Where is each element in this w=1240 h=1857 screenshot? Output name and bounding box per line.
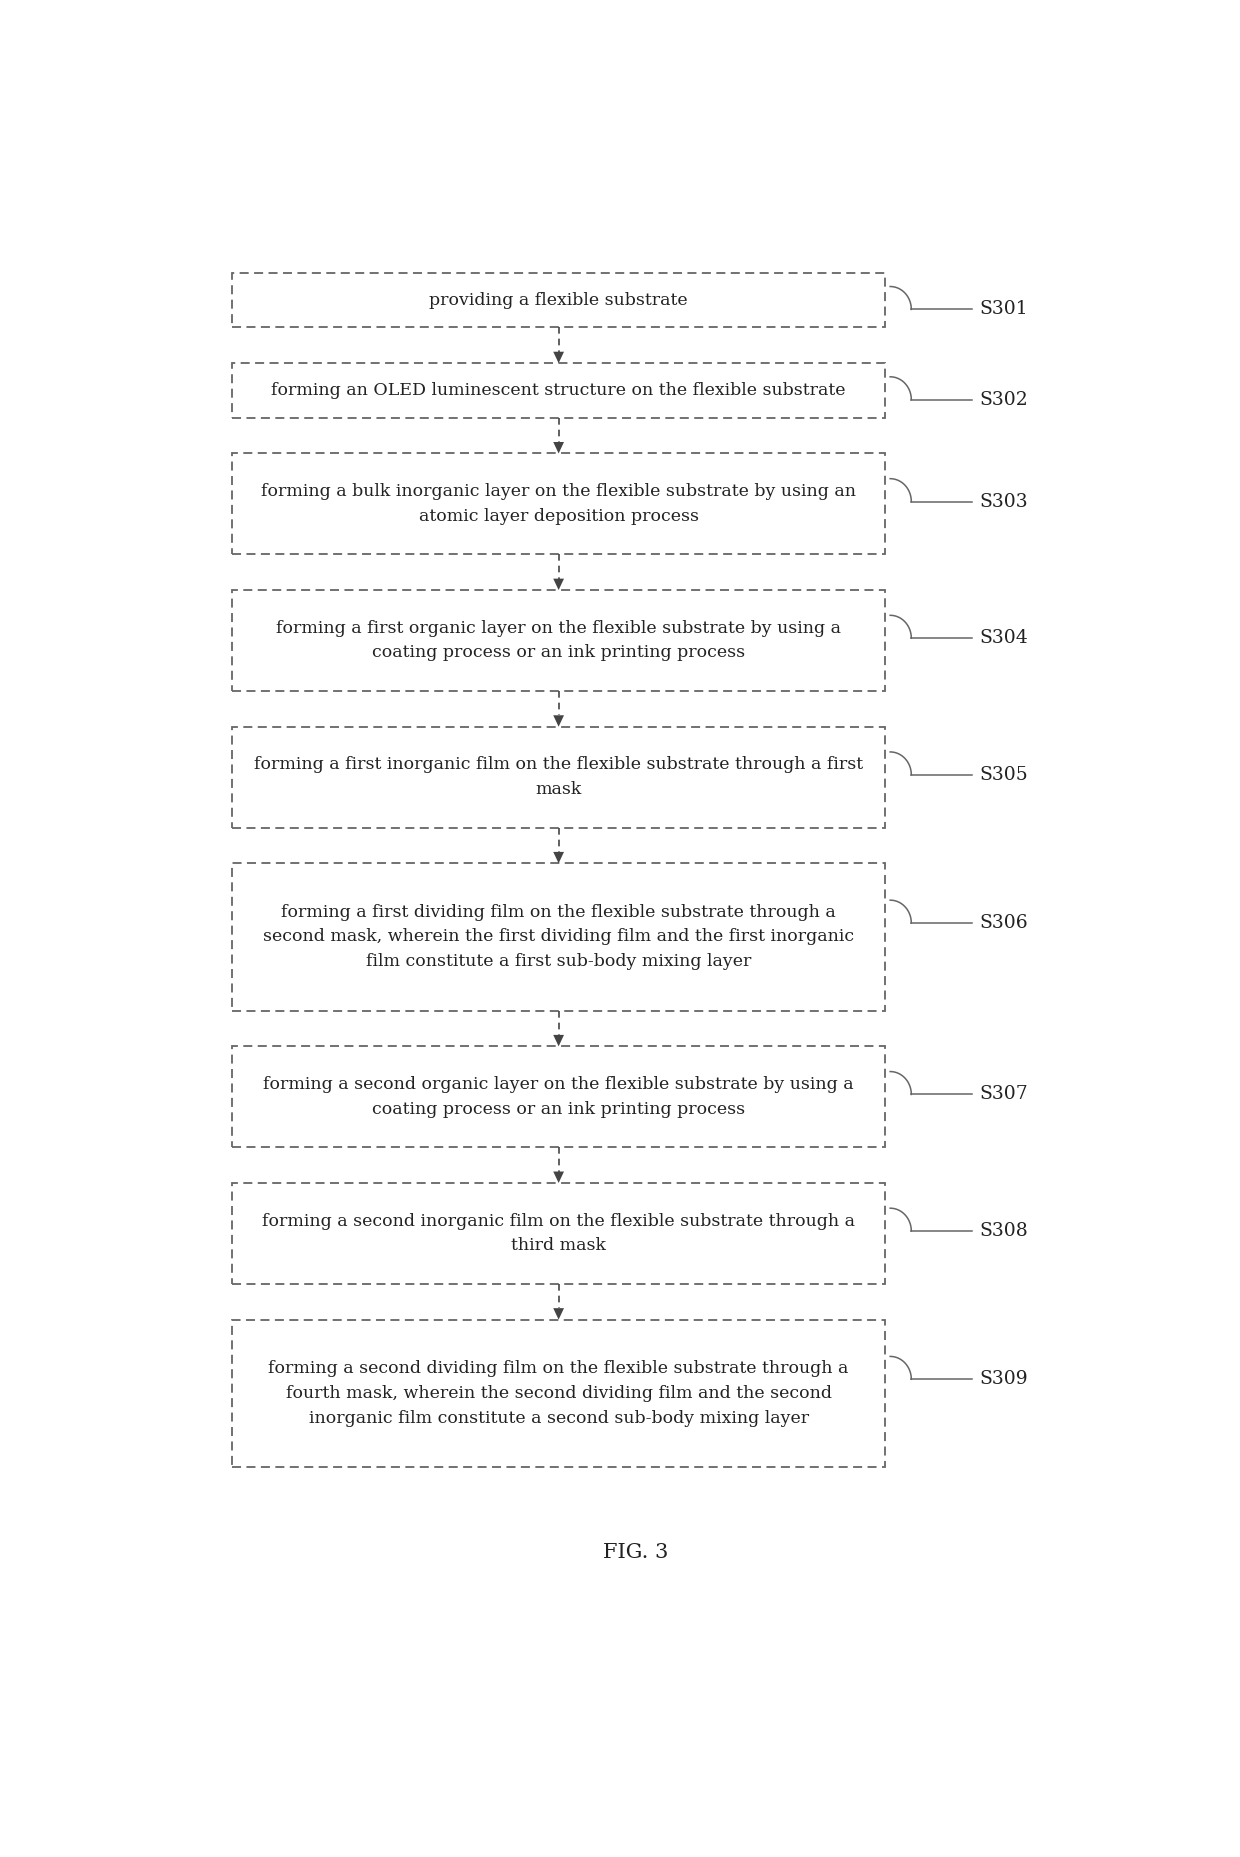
Polygon shape bbox=[553, 1172, 564, 1183]
Polygon shape bbox=[553, 579, 564, 591]
Polygon shape bbox=[553, 852, 564, 864]
Text: S306: S306 bbox=[980, 914, 1028, 932]
Text: forming a second organic layer on the flexible substrate by using a
coating proc: forming a second organic layer on the fl… bbox=[263, 1075, 854, 1118]
Text: forming a first dividing film on the flexible substrate through a
second mask, w: forming a first dividing film on the fle… bbox=[263, 904, 854, 969]
Polygon shape bbox=[553, 1034, 564, 1045]
Text: forming a first inorganic film on the flexible substrate through a first
mask: forming a first inorganic film on the fl… bbox=[254, 756, 863, 799]
Text: forming a second dividing film on the flexible substrate through a
fourth mask, : forming a second dividing film on the fl… bbox=[268, 1359, 849, 1426]
Bar bbox=[232, 1320, 885, 1467]
Text: forming an OLED luminescent structure on the flexible substrate: forming an OLED luminescent structure on… bbox=[272, 383, 846, 399]
Text: FIG. 3: FIG. 3 bbox=[603, 1543, 668, 1562]
Bar bbox=[232, 453, 885, 555]
Bar bbox=[232, 364, 885, 418]
Bar bbox=[232, 864, 885, 1010]
Polygon shape bbox=[553, 351, 564, 364]
Text: S304: S304 bbox=[980, 630, 1028, 648]
Text: S302: S302 bbox=[980, 390, 1028, 409]
Bar bbox=[232, 1045, 885, 1148]
Text: S303: S303 bbox=[980, 492, 1028, 511]
Text: forming a bulk inorganic layer on the flexible substrate by using an
atomic laye: forming a bulk inorganic layer on the fl… bbox=[262, 483, 856, 526]
Text: S307: S307 bbox=[980, 1086, 1028, 1103]
Bar bbox=[232, 273, 885, 327]
Text: S309: S309 bbox=[980, 1370, 1028, 1389]
Text: S305: S305 bbox=[980, 765, 1028, 784]
Text: forming a first organic layer on the flexible substrate by using a
coating proce: forming a first organic layer on the fle… bbox=[277, 620, 841, 661]
Text: S301: S301 bbox=[980, 301, 1028, 318]
Polygon shape bbox=[553, 442, 564, 453]
Polygon shape bbox=[553, 715, 564, 726]
Text: providing a flexible substrate: providing a flexible substrate bbox=[429, 292, 688, 308]
Bar bbox=[232, 1183, 885, 1283]
Bar bbox=[232, 726, 885, 828]
Polygon shape bbox=[553, 1307, 564, 1320]
Bar bbox=[232, 591, 885, 691]
Text: forming a second inorganic film on the flexible substrate through a
third mask: forming a second inorganic film on the f… bbox=[262, 1213, 856, 1253]
Text: S308: S308 bbox=[980, 1222, 1028, 1240]
